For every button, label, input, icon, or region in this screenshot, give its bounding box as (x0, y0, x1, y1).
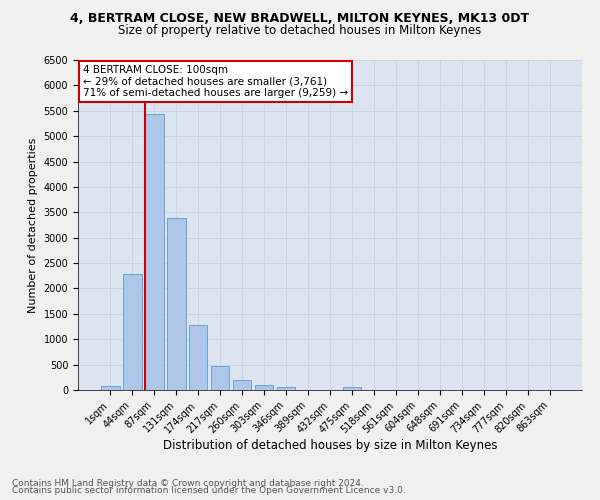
Bar (233, 380, 251, 390)
Y-axis label: Number of detached properties: Number of detached properties (28, 138, 38, 312)
Bar (189, 324, 208, 390)
Text: Size of property relative to detached houses in Milton Keynes: Size of property relative to detached ho… (118, 24, 482, 37)
Bar (255, 385, 274, 390)
Bar (277, 387, 295, 390)
Bar (167, 218, 185, 390)
Bar (145, 114, 164, 390)
Text: Contains public sector information licensed under the Open Government Licence v3: Contains public sector information licen… (12, 486, 406, 495)
Text: 4, BERTRAM CLOSE, NEW BRADWELL, MILTON KEYNES, MK13 0DT: 4, BERTRAM CLOSE, NEW BRADWELL, MILTON K… (70, 12, 530, 26)
Bar (343, 387, 361, 390)
Bar (211, 366, 229, 390)
Text: 4 BERTRAM CLOSE: 100sqm
← 29% of detached houses are smaller (3,761)
71% of semi: 4 BERTRAM CLOSE: 100sqm ← 29% of detache… (83, 65, 348, 98)
Bar (101, 386, 119, 390)
Text: Contains HM Land Registry data © Crown copyright and database right 2024.: Contains HM Land Registry data © Crown c… (12, 478, 364, 488)
X-axis label: Distribution of detached houses by size in Milton Keynes: Distribution of detached houses by size … (163, 439, 497, 452)
Bar (123, 274, 142, 390)
